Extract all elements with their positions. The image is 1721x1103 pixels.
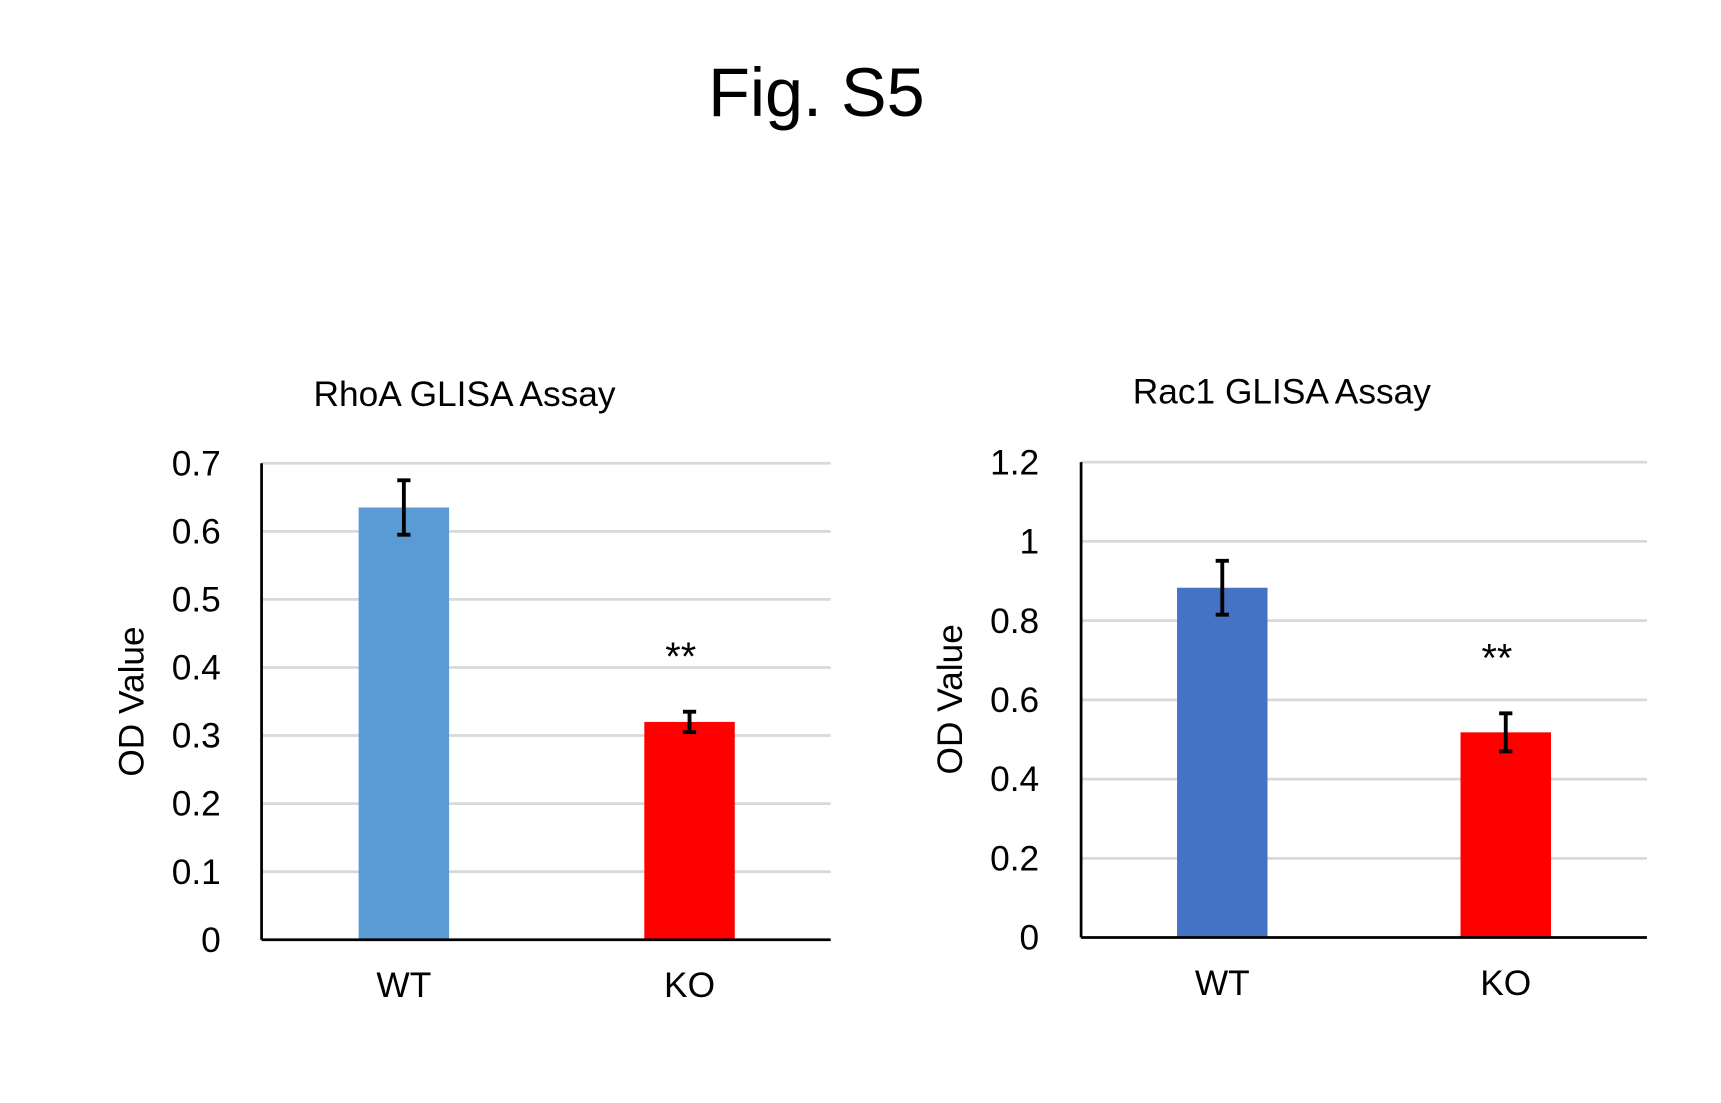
significance-marker: ** (1481, 636, 1512, 680)
bar-ko (1460, 732, 1551, 938)
chart-title: Rac1 GLISA Assay (1133, 373, 1431, 412)
error-bar (397, 478, 411, 537)
y-tick-label: 0 (201, 921, 221, 960)
significance-marker: ** (665, 635, 696, 679)
y-tick-label: 0.1 (172, 853, 221, 892)
bar-ko (644, 721, 735, 940)
y-tick-label: 0.6 (990, 681, 1039, 720)
y-tick-label: 1 (1020, 523, 1040, 562)
y-tick-label: 0.8 (990, 602, 1039, 641)
y-axis-label: OD Value (931, 624, 970, 774)
x-tick-label: KO (664, 966, 715, 1005)
y-tick-label: 0.4 (172, 649, 221, 688)
y-tick-label: 0.7 (172, 444, 221, 483)
y-tick-label: 0.4 (990, 760, 1039, 799)
y-tick-label: 0.6 (172, 512, 221, 551)
error-bar (682, 709, 697, 735)
bar-wt (1177, 587, 1268, 938)
y-tick-label: 0.2 (172, 785, 221, 824)
bar-wt (358, 507, 450, 940)
error-bar (1499, 711, 1513, 754)
x-tick-label: KO (1480, 964, 1531, 1003)
chart-title: RhoA GLISA Assay (314, 375, 616, 414)
y-tick-label: 0.5 (172, 581, 221, 620)
y-tick-label: 1.2 (990, 443, 1039, 482)
figure-title: Fig. S5 (708, 55, 925, 131)
y-tick-label: 0.3 (172, 717, 221, 756)
x-tick-label: WT (376, 966, 431, 1005)
y-tick-label: 0.2 (990, 839, 1039, 878)
y-tick-label: 0 (1020, 919, 1040, 958)
error-bar (1215, 558, 1229, 617)
y-axis-label: OD Value (113, 626, 152, 776)
rac1-chart: Rac1 GLISA Assay OD Value 0 0.2 0.4 0.6 0.8 1… (931, 373, 1647, 1003)
x-tick-label: WT (1195, 964, 1250, 1003)
rhoa-chart: RhoA GLISA Assay OD Value 0 0.1 0.2 0.3 0.4 0… (113, 375, 831, 1005)
